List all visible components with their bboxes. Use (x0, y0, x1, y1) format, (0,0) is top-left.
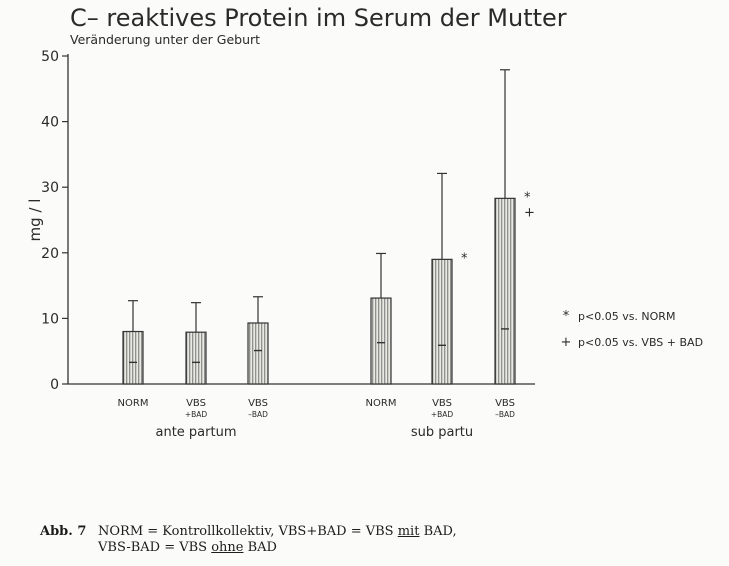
category-label: VBS (432, 398, 452, 409)
y-tick-label: 40 (41, 115, 59, 131)
chart-title: C– reaktives Protein im Serum der Mutter (70, 4, 567, 32)
y-tick-label: 10 (41, 311, 59, 327)
bar (122, 330, 144, 385)
caption-figure-number: Abb. 7 (40, 524, 87, 539)
group-label: ante partum (156, 425, 237, 440)
legend-symbol: + (561, 335, 572, 350)
y-tick-label: 20 (41, 246, 59, 262)
category-label: –BAD (495, 410, 515, 419)
y-tick-label: 0 (50, 377, 59, 393)
category-label: +BAD (185, 410, 208, 419)
significance-mark: + (524, 205, 535, 220)
chart-subtitle: Veränderung unter der Geburt (70, 32, 260, 47)
category-label: –BAD (248, 410, 268, 419)
caption-text-2b: BAD (243, 540, 277, 555)
category-label: +BAD (431, 410, 454, 419)
bar (370, 297, 392, 385)
bar (185, 331, 207, 385)
caption-text-2a: VBS-BAD = VBS (98, 540, 212, 555)
figure-caption: Abb. 7 NORM = Kontrollkollektiv, VBS+BAD … (40, 524, 457, 556)
y-axis-label: mg / l (26, 199, 44, 242)
caption-text-1b: BAD, (419, 524, 457, 539)
category-label: VBS (495, 398, 515, 409)
legend-text: p<0.05 vs. VBS + BAD (578, 336, 703, 349)
bar (494, 197, 516, 385)
caption-text-1a: NORM = Kontrollkollektiv, VBS+BAD = VBS (98, 524, 398, 539)
category-label: VBS (248, 398, 268, 409)
significance-mark: * (461, 251, 468, 266)
bar (247, 322, 269, 385)
caption-line-1: Abb. 7 NORM = Kontrollkollektiv, VBS+BAD … (40, 524, 457, 540)
group-label: sub partu (411, 425, 473, 440)
y-tick-label: 50 (41, 49, 59, 65)
caption-text-1u: mit (397, 524, 420, 539)
y-tick-label: 30 (41, 180, 59, 196)
legend-text: p<0.05 vs. NORM (578, 310, 675, 323)
caption-line-2: VBS-BAD = VBS ohne BAD (40, 540, 457, 556)
bar (431, 258, 453, 385)
category-label: NORM (118, 398, 149, 409)
category-label: VBS (186, 398, 206, 409)
category-label: NORM (366, 398, 397, 409)
legend-symbol: * (563, 309, 570, 324)
significance-mark: * (524, 190, 531, 205)
caption-text-2u: ohne (211, 540, 244, 555)
